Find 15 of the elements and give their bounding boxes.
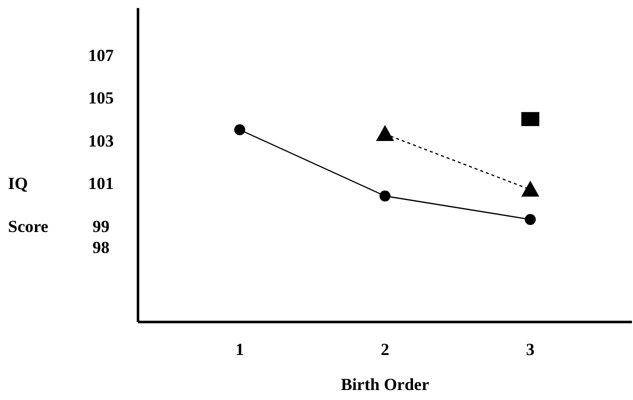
y-tick-label: 105: [88, 88, 114, 108]
y-tick-label: 98: [92, 238, 110, 258]
x-axis-title: Birth Order: [340, 375, 430, 394]
x-tick-label: 1: [235, 340, 244, 359]
x-tick-label: 2: [380, 340, 390, 359]
y-tick-label: 107: [88, 46, 114, 65]
text: IQ Score: [8, 174, 48, 236]
point: [380, 190, 390, 202]
point: [524, 214, 536, 225]
y-tick-label: 103: [88, 131, 114, 150]
y-tick-label: 99: [92, 216, 110, 236]
y-tick-label: 101: [88, 174, 114, 194]
point: [521, 112, 540, 126]
point: [234, 124, 246, 136]
x-tick-label: 3: [526, 340, 535, 359]
